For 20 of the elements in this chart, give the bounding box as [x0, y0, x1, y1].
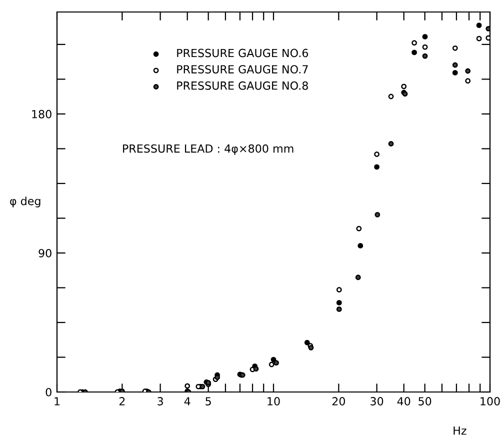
y-axis-title: φ deg: [10, 196, 40, 208]
x-tick-label: 100: [480, 397, 500, 406]
legend-label: PRESSURE GAUGE NO.8: [177, 81, 308, 90]
x-tick-label: 50: [418, 397, 432, 406]
x-tick-label: 5: [206, 397, 211, 406]
x-tick-label: 3: [158, 397, 163, 406]
x-tick-label: 2: [119, 397, 125, 406]
x-tick-label: 10: [268, 397, 280, 406]
x-tick-label: 40: [397, 397, 410, 406]
legend-label: PRESSURE GAUGE NO.7: [177, 65, 308, 74]
x-axis-title: Hz: [454, 426, 466, 435]
y-tick-label: 180: [32, 110, 52, 118]
x-tick-label: 30: [370, 397, 384, 406]
y-tick-label: 0: [46, 388, 52, 396]
x-tick-label: 1: [54, 397, 60, 406]
annotation: PRESSURE LEAD : 4φ×800 mm: [123, 144, 294, 155]
y-tick-label: 90: [38, 248, 52, 258]
x-tick-label: 20: [332, 397, 346, 406]
legend-label: PRESSURE GAUGE NO.6: [177, 48, 308, 58]
x-tick-label: 4: [184, 397, 190, 406]
